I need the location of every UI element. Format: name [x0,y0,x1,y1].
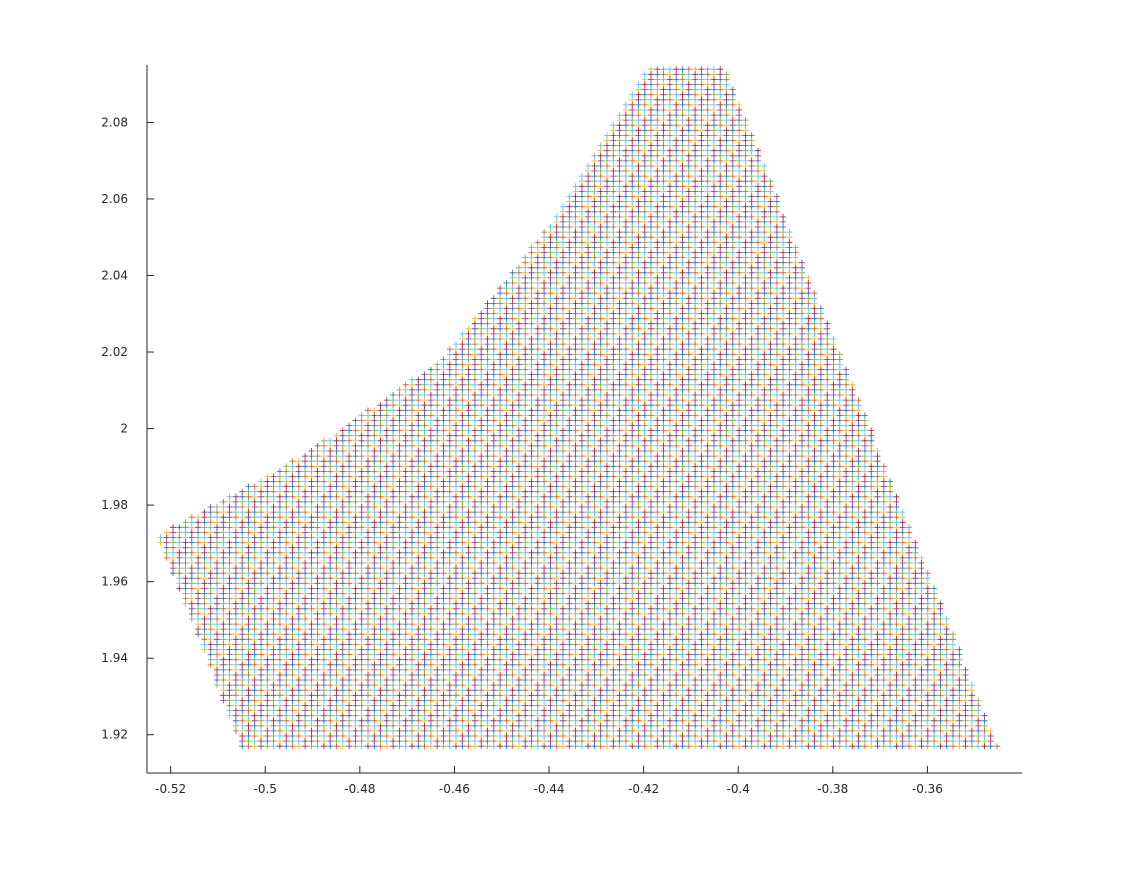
x-tick-label: -0.38 [817,782,848,796]
axes: -0.52 -0.5 -0.48 -0.46 -0.44 -0.42 -0.4 -0.38 -0… [101,65,1022,796]
scatter-point-series [157,66,994,750]
scatter-point-series [157,66,988,750]
y-tick-label: 2.06 [101,192,128,206]
x-tick-label: -0.52 [155,782,186,796]
scatter-point-series [163,66,988,750]
scatter-point-series [163,66,994,750]
y-tick-label: 2 [120,422,128,436]
y-ticks: 1.92 1.94 1.96 1.98 2 2.02 2.04 2.06 2.08 [101,115,154,742]
x-tick-label: -0.4 [727,782,750,796]
x-tick-label: -0.36 [912,782,943,796]
x-tick-label: -0.48 [344,782,375,796]
y-tick-label: 2.04 [101,268,128,282]
y-tick-label: 1.92 [101,728,128,742]
x-tick-label: -0.44 [533,782,564,796]
x-tick-label: -0.42 [628,782,659,796]
y-tick-label: 1.96 [101,575,128,589]
scatter-point-series [163,66,994,750]
x-tick-label: -0.46 [439,782,470,796]
scatter-points [157,66,1000,750]
y-tick-label: 2.08 [101,115,128,129]
y-tick-label: 1.94 [101,651,128,665]
x-ticks: -0.52 -0.5 -0.48 -0.46 -0.44 -0.42 -0.4 -0.38 -0… [155,766,943,796]
x-tick-label: -0.5 [254,782,277,796]
scatter-point-series [163,66,994,750]
y-tick-label: 2.02 [101,345,128,359]
scatter-point-series [163,66,1000,750]
y-tick-label: 1.98 [101,498,128,512]
